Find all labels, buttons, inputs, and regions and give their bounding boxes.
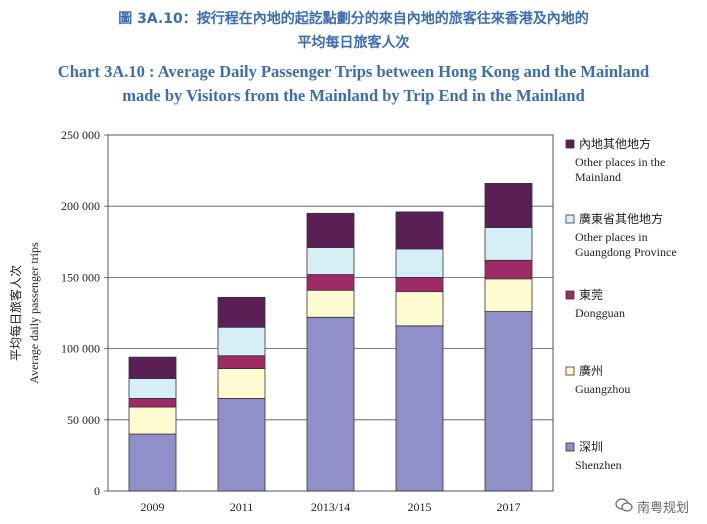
legend-label-cn: 廣州	[579, 364, 603, 378]
x-tick-label: 2013/14	[311, 500, 350, 514]
wechat-icon	[615, 497, 633, 516]
x-tick-label: 2011	[230, 500, 254, 514]
legend-swatch	[565, 214, 575, 224]
bar-segment	[217, 326, 266, 357]
bar-segment	[217, 368, 266, 399]
bar-segment	[484, 183, 533, 228]
watermark: 南粤规划	[615, 497, 689, 516]
bar-segment	[395, 248, 444, 278]
bar-segment	[306, 316, 355, 492]
legend-label-en: Shenzhen	[575, 458, 622, 472]
legend-swatch	[565, 442, 575, 452]
legend-label-en: Other places in	[575, 230, 648, 244]
y-axis-label-en: Average daily passenger trips	[27, 242, 41, 384]
legend-label-en: Guangzhou	[575, 382, 630, 396]
legend-label-en: Other places in the	[575, 155, 665, 169]
bar-segment	[128, 433, 177, 492]
bar-segment	[395, 211, 444, 250]
y-axis-label-cn: 平均每日旅客人次	[8, 265, 23, 361]
legend-label-cn: 廣東省其他地方	[579, 211, 663, 226]
bar-segment	[484, 278, 533, 312]
bar-segment	[217, 296, 266, 328]
chart-title-en-line1: Chart 3A.10 : Average Daily Passenger Tr…	[57, 62, 650, 81]
legend-swatch	[565, 139, 575, 149]
bar-segment	[306, 289, 355, 318]
bar-segment	[306, 247, 355, 275]
y-tick-label: 250 000	[61, 128, 100, 142]
bar-segment	[484, 311, 533, 492]
legend-label-cn: 東莞	[579, 288, 603, 302]
chart-title-cn-line1: 圖 3A.10：按行程在內地的起訖點劃分的來自內地的旅客往來香港及內地的	[118, 11, 589, 27]
legend-label-en: Dongguan	[575, 306, 625, 320]
legend-label-cn: 深圳	[579, 440, 603, 454]
y-tick-label: 200 000	[61, 199, 100, 213]
chart-title-cn-line2: 平均每日旅客人次	[297, 35, 410, 51]
bar-segment	[217, 398, 266, 492]
legend-swatch	[565, 366, 575, 376]
bar-segment	[395, 276, 444, 293]
bar-segment	[484, 259, 533, 280]
y-tick-label: 0	[94, 484, 100, 498]
x-tick-label: 2017	[497, 500, 521, 514]
bar-segment	[306, 212, 355, 248]
bar-segment	[484, 227, 533, 261]
bar-segment	[128, 398, 177, 408]
bar-segment	[128, 406, 177, 435]
y-tick-label: 100 000	[61, 342, 100, 356]
legend-label-en: Mainland	[575, 170, 621, 184]
legend-swatch	[565, 290, 575, 300]
bar-segment	[128, 356, 177, 379]
bar-segment	[395, 325, 444, 492]
legend-label-en: Guangdong Province	[575, 245, 677, 259]
legend-label-cn: 內地其他地方	[579, 136, 651, 151]
watermark-text: 南粤规划	[636, 501, 689, 516]
bar-segment	[306, 274, 355, 291]
x-tick-label: 2015	[408, 500, 432, 514]
y-tick-label: 150 000	[61, 270, 100, 284]
chart-title-en-line2: made by Visitors from the Mainland by Tr…	[122, 86, 585, 105]
y-tick-label: 50 000	[67, 413, 100, 427]
x-tick-label: 2009	[141, 500, 165, 514]
bar-segment	[395, 291, 444, 327]
bar-segment	[217, 355, 266, 369]
bar-segment	[128, 378, 177, 399]
